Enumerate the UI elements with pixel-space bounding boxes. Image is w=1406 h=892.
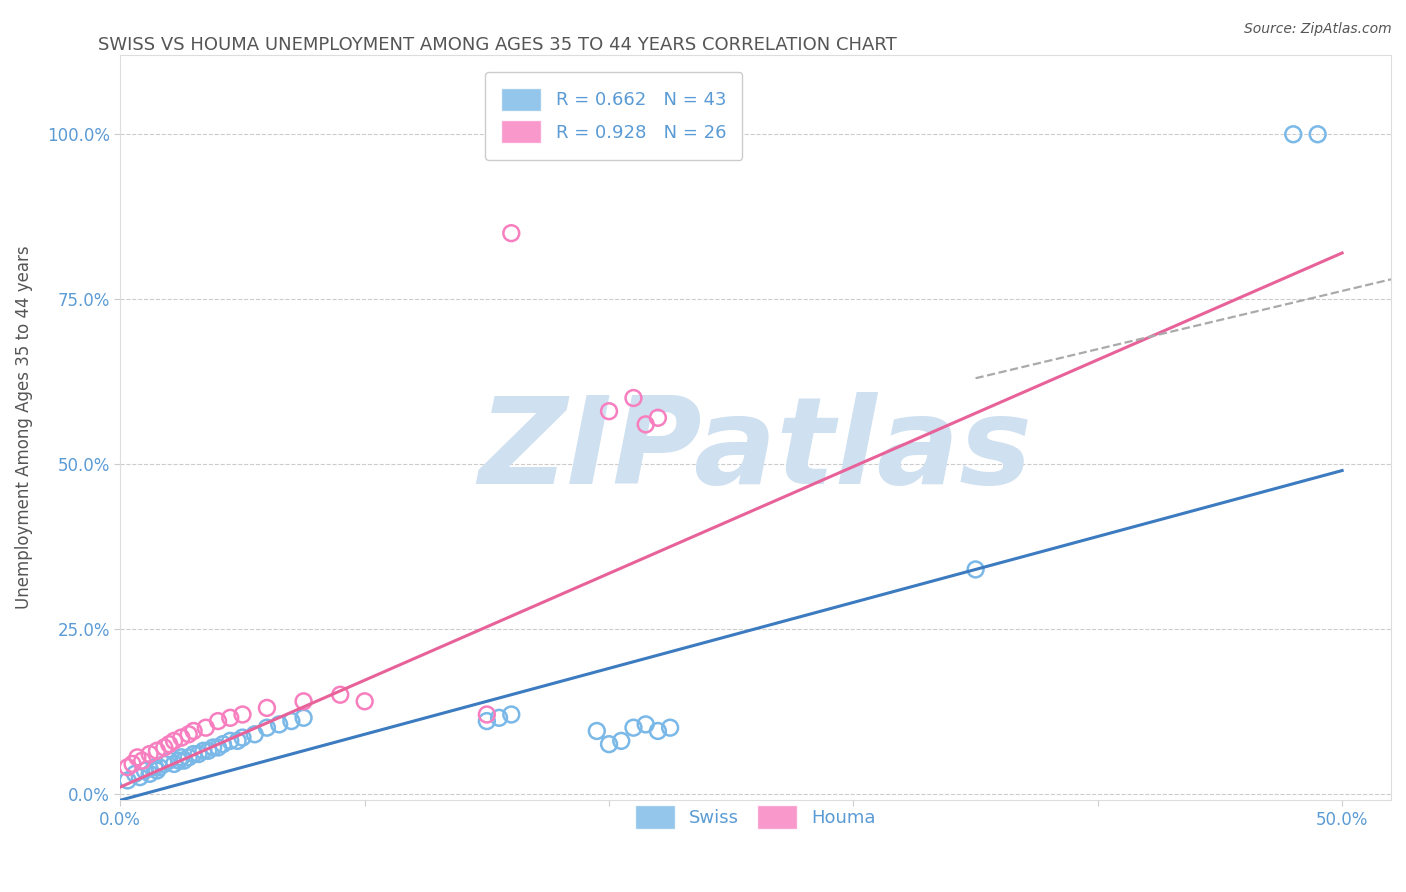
Point (177, 727, 200, 741)
Point (647, 723, 669, 738)
Point (187, 747, 209, 761)
Legend: Swiss, Houma: Swiss, Houma (628, 798, 883, 836)
Point (269, 717, 291, 731)
Point (138, 747, 160, 761)
Point (163, 734, 186, 748)
Point (623, 391, 645, 405)
Point (212, 737, 235, 751)
Point (659, 721, 682, 735)
Point (127, 750, 149, 764)
Point (1306, 128, 1329, 142)
Point (585, 723, 607, 738)
Point (197, 744, 219, 758)
Text: Source: ZipAtlas.com: Source: ZipAtlas.com (1244, 22, 1392, 37)
Point (488, 711, 510, 725)
Point (243, 727, 266, 741)
Point (193, 744, 215, 758)
Point (177, 750, 200, 764)
Point (153, 756, 176, 771)
Point (598, 737, 620, 751)
Point (647, 410, 669, 425)
Point (501, 707, 523, 722)
Point (610, 734, 633, 748)
Point (231, 731, 253, 745)
Point (501, 226, 523, 240)
Point (475, 714, 498, 728)
Point (219, 734, 242, 748)
Point (153, 740, 176, 755)
Point (131, 754, 153, 768)
Point (173, 754, 195, 768)
Point (1282, 128, 1305, 142)
Point (138, 767, 160, 781)
Point (207, 714, 229, 728)
Point (207, 740, 229, 755)
Point (163, 756, 186, 771)
Point (146, 764, 169, 778)
Point (183, 723, 205, 738)
Point (634, 717, 657, 731)
Text: SWISS VS HOUMA UNEMPLOYMENT AMONG AGES 35 TO 44 YEARS CORRELATION CHART: SWISS VS HOUMA UNEMPLOYMENT AMONG AGES 3… (98, 36, 897, 54)
Point (353, 694, 375, 708)
Point (965, 562, 987, 576)
Point (183, 747, 205, 761)
Point (170, 750, 193, 764)
Point (219, 711, 242, 725)
Point (117, 773, 139, 788)
Point (292, 711, 315, 725)
Point (128, 770, 150, 784)
Point (598, 404, 620, 418)
Point (148, 760, 170, 774)
Point (329, 688, 352, 702)
Point (117, 760, 139, 774)
Point (157, 754, 180, 768)
Point (226, 734, 249, 748)
Text: ZIPatlas: ZIPatlas (478, 392, 1032, 508)
Point (292, 694, 315, 708)
Point (167, 754, 190, 768)
Point (280, 714, 302, 728)
Point (157, 737, 180, 751)
Point (256, 721, 278, 735)
Point (134, 764, 156, 778)
Point (202, 740, 225, 755)
Point (124, 767, 146, 781)
Point (121, 756, 143, 771)
Point (256, 701, 278, 715)
Point (634, 417, 657, 432)
Point (194, 721, 217, 735)
Point (146, 744, 169, 758)
Point (231, 707, 253, 722)
Point (475, 707, 498, 722)
Point (170, 731, 193, 745)
Y-axis label: Unemployment Among Ages 35 to 44 years: Unemployment Among Ages 35 to 44 years (15, 246, 32, 609)
Point (143, 760, 166, 774)
Point (623, 721, 645, 735)
